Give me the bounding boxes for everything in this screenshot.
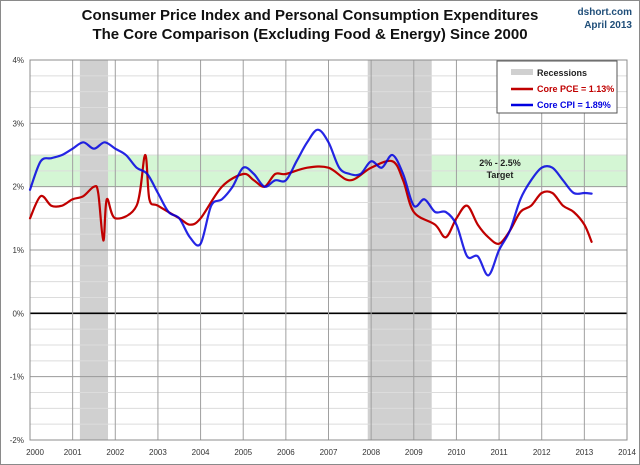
x-tick-label: 2011 [490,448,508,457]
source-credit: dshort.com April 2013 [578,6,632,32]
x-tick-label: 2012 [533,448,551,457]
x-tick-label: 2013 [575,448,593,457]
legend-label-cpi: Core CPI = 1.89% [537,100,611,110]
x-tick-label: 2014 [618,448,636,457]
y-tick-label: 2% [12,183,24,192]
plot-border [29,59,628,441]
legend: Recessions Core PCE = 1.13% Core CPI = 1… [496,60,618,114]
source-site: dshort.com [577,7,632,18]
x-tick-label: 2008 [362,448,380,457]
x-tick-label: 2007 [320,448,338,457]
y-tick-label: 3% [12,119,24,128]
y-tick-label: 4% [12,56,24,65]
legend-label-pce: Core PCE = 1.13% [537,84,614,94]
x-tick-label: 2004 [192,448,210,457]
legend-swatch-recession [511,69,533,75]
target-label-line-1: 2% - 2.5% [479,158,521,168]
title-line-2: The Core Comparison (Excluding Food & En… [92,26,528,43]
legend-label-recession: Recessions [537,68,587,78]
x-tick-label: 2000 [26,448,44,457]
y-tick-label: -2% [10,436,24,445]
y-tick-label: -1% [10,373,24,382]
y-tick-label: 0% [12,309,24,318]
x-tick-label: 2009 [405,448,423,457]
y-tick-label: 1% [12,246,24,255]
chart-title: Consumer Price Index and Personal Consum… [60,6,560,44]
x-tick-label: 2001 [64,448,82,457]
series-line-cpi [28,128,593,277]
source-date: April 2013 [584,20,632,31]
x-tick-label: 2003 [149,448,167,457]
target-label-line-2: Target [487,170,514,180]
title-line-1: Consumer Price Index and Personal Consum… [81,7,539,24]
x-tick-label: 2010 [448,448,466,457]
x-tick-label: 2005 [234,448,252,457]
x-tick-label: 2002 [106,448,124,457]
x-tick-label: 2006 [277,448,295,457]
